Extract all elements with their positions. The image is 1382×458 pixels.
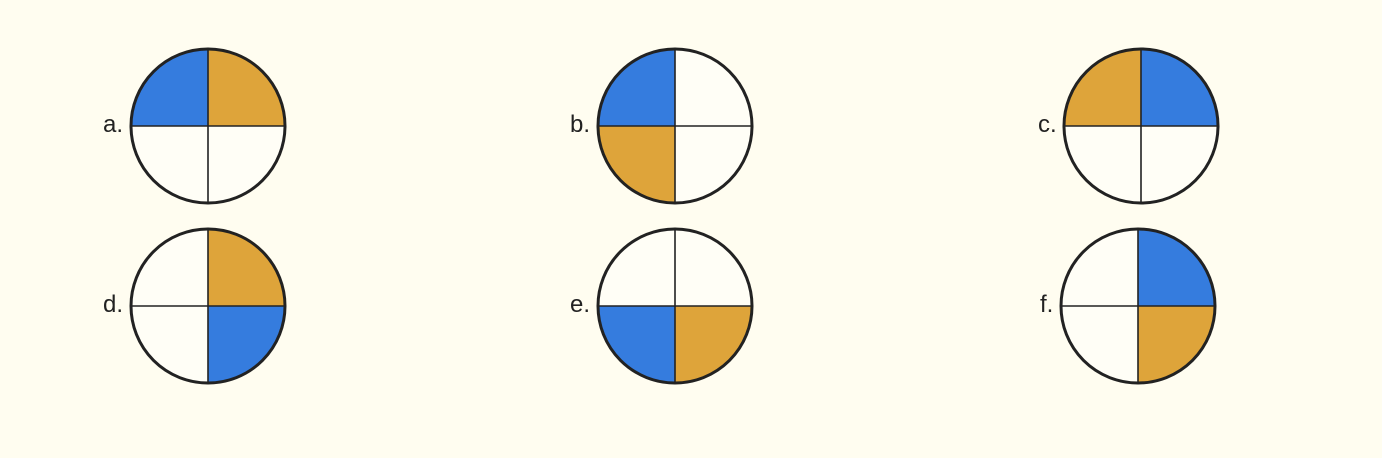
option-e-label: e. <box>570 291 591 318</box>
option-a-quadrant-bottom-right <box>208 126 285 203</box>
option-c-circle <box>1062 47 1220 205</box>
option-f-quadrant-bottom-left <box>1061 306 1138 383</box>
option-d-label: d. <box>103 291 124 318</box>
option-b-quadrant-bottom-right <box>675 126 752 203</box>
option-f-quadrant-top-left <box>1061 229 1138 306</box>
option-d-quadrant-bottom-right <box>208 306 285 383</box>
option-a-label: a. <box>103 111 124 138</box>
option-f-quadrant-bottom-right <box>1138 306 1215 383</box>
option-b-outline <box>596 47 754 205</box>
option-b-quadrant-bottom-left <box>598 126 675 203</box>
option-d-circle <box>129 227 287 385</box>
option-b-quadrant-top-left <box>598 49 675 126</box>
option-c-quadrant-bottom-left <box>1064 126 1141 203</box>
option-e-outline <box>596 227 754 385</box>
option-a-outline <box>129 47 287 205</box>
option-a-quadrant-top-right <box>208 49 285 126</box>
option-e-quadrant-bottom-left <box>598 306 675 383</box>
option-e-circle <box>596 227 754 385</box>
option-f-circle <box>1059 227 1217 385</box>
option-c-quadrant-top-right <box>1141 49 1218 126</box>
option-e-quadrant-bottom-right <box>675 306 752 383</box>
option-c-outline <box>1062 47 1220 205</box>
option-e-quadrant-top-right <box>675 229 752 306</box>
option-a-circle <box>129 47 287 205</box>
option-c-quadrant-top-left <box>1064 49 1141 126</box>
option-d-quadrant-top-left <box>131 229 208 306</box>
option-f-quadrant-top-right <box>1138 229 1215 306</box>
option-a-quadrant-top-left <box>131 49 208 126</box>
option-f-outline <box>1059 227 1217 385</box>
option-c-quadrant-bottom-right <box>1141 126 1218 203</box>
option-f-label: f. <box>1040 291 1054 318</box>
option-c-label: c. <box>1038 111 1057 138</box>
option-b-label: b. <box>570 111 591 138</box>
option-d-outline <box>129 227 287 385</box>
option-b-quadrant-top-right <box>675 49 752 126</box>
option-d-quadrant-bottom-left <box>131 306 208 383</box>
option-e-quadrant-top-left <box>598 229 675 306</box>
option-d-quadrant-top-right <box>208 229 285 306</box>
option-b-circle <box>596 47 754 205</box>
option-a-quadrant-bottom-left <box>131 126 208 203</box>
